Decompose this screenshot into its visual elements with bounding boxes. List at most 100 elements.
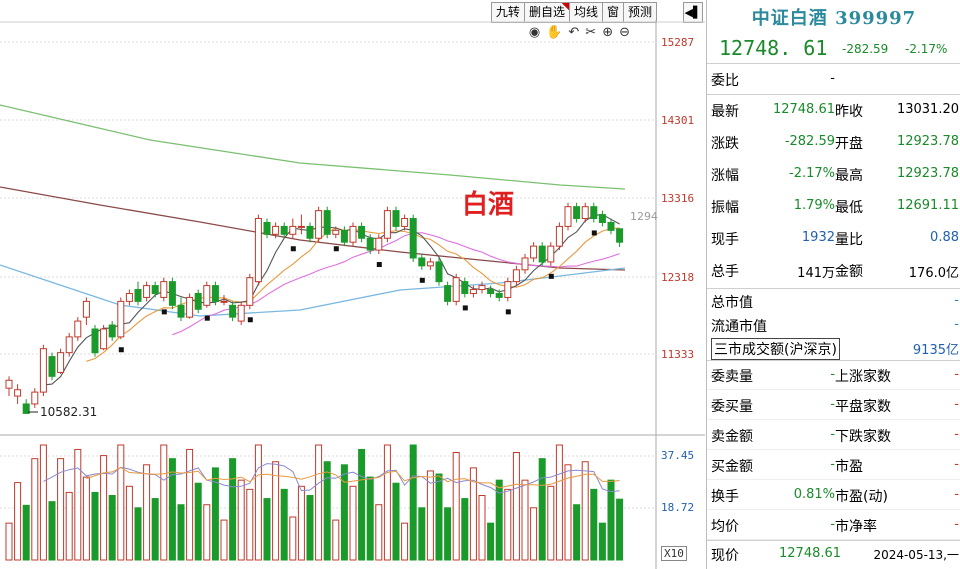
signal-dot [333,246,339,252]
volume-bar [65,491,73,561]
volume-bar [478,495,486,561]
candle-body [168,281,176,306]
volume-bar [461,498,469,561]
chart-icons-row: ◉ ✋ ↶ ✂ ⊕ ⊖ [529,25,630,40]
volume-bar [280,488,288,561]
eye-icon[interactable]: ◉ [528,25,541,40]
signal-dot [548,273,554,279]
volume-bar [151,498,159,561]
candle-body [194,292,202,310]
candle-body [598,214,606,223]
order-value: - [830,397,835,412]
volume-bar [39,444,47,561]
quote-value: 12923.78 [896,166,959,181]
order-row: 均价 - 市净率 - [707,510,960,540]
three-market-row: 三市成交额(沪深京) 9135亿 [707,332,960,362]
candle-body [469,289,477,294]
float-cap-row: 流通市值 - [707,310,960,340]
order-label: 买金额 [711,459,753,475]
candle-body [237,304,245,322]
quote-label: 最低 [835,200,863,216]
volume-bar [143,464,151,561]
signal-dot [118,347,124,353]
candle-body [418,257,426,267]
quote-value: 12923.78 [896,134,959,149]
volume-bar [564,464,572,561]
candle-body [461,281,469,294]
order-row: 买金额 - 市盈 - [707,450,960,480]
price-tick: 13316 [661,192,695,205]
order-value: - [830,457,835,472]
candle-body [151,285,159,294]
quote-label: 昨收 [835,104,863,120]
kline-chart-area[interactable]: 九转 删自选 均线 窗 预测 ◀▌ ◉ ✋ ↶ ✂ ⊕ ⊖ 15287 1430… [0,0,705,569]
ma5-line [43,214,620,386]
collapse-panel-button[interactable]: ◀▌ [683,2,703,23]
chart-canvas [0,20,705,569]
volume-bar [194,482,202,561]
volume-bar [203,504,211,561]
signal-dot [505,309,511,315]
candle-body [616,228,624,243]
candle-body [186,296,194,318]
volume-bar [14,482,22,561]
weibi-label: 委比 [711,73,739,89]
volume-bar [272,461,280,561]
order-label: 平盘家数 [835,399,891,415]
jiuzhuan-button[interactable]: 九转 [492,3,525,22]
price-change-pct: -2.17% [905,42,948,56]
order-label: 市净率 [835,519,877,535]
quote-label: 现手 [711,232,739,248]
moving-average-button[interactable]: 均线 [570,3,603,22]
order-label: 市盈(动) [835,489,888,505]
candle-body [538,245,546,263]
order-label: 委买量 [711,399,753,415]
order-label: 委卖量 [711,369,753,385]
volume-bar [246,488,254,561]
volume-bar [5,522,13,561]
candle-body [254,218,262,283]
candle-body [487,289,495,294]
quote-row: 总手 141万 金额 176.0亿 [707,255,960,285]
forecast-button[interactable]: 预测 [627,5,652,19]
right-price-marker: 1294 [630,210,658,223]
volume-bar [82,476,90,561]
volume-bar [332,519,340,561]
volume-bar [573,504,581,561]
order-value: - [954,517,959,532]
candle-body [590,206,598,220]
volume-ma5-line [43,463,620,494]
quote-value: 12691.11 [896,198,959,213]
price-change: -282.59 [842,42,889,56]
price-tick: 12318 [661,271,695,284]
candle-body [263,221,271,235]
hand-icon[interactable]: ✋ [546,25,563,40]
volume-bar [306,495,314,561]
undo-icon[interactable]: ↶ [568,25,580,40]
order-label: 均价 [711,519,739,535]
scissors-icon[interactable]: ✂ [585,25,597,40]
zoom-out-icon[interactable]: ⊖ [619,25,630,40]
candle-body [22,403,30,414]
quote-row: 现手 1932 量比 0.88 [707,223,960,253]
quote-label: 量比 [835,232,863,248]
quote-label: 金额 [835,264,863,280]
volume-bar [349,485,357,561]
candle-body [392,210,400,227]
zoom-in-icon[interactable]: ⊕ [602,25,614,40]
candle-body [117,300,125,338]
volume-bar [160,444,168,561]
volume-bar [383,444,391,561]
volume-bar [237,479,245,561]
quote-value: 12748.61 [772,102,835,117]
quote-label: 开盘 [835,136,863,152]
quote-value: 1932 [801,230,835,245]
window-button[interactable]: 窗 [603,3,624,22]
order-label: 下跌家数 [835,429,891,445]
quote-label: 最高 [835,168,863,184]
candle-body [332,229,340,235]
quote-row: 涨跌 -282.59 开盘 12923.78 [707,127,960,157]
total-cap-row: 总市值 - [707,286,960,316]
remove-watchlist-button[interactable]: 删自选 [524,3,570,22]
volume-bar [504,488,512,561]
